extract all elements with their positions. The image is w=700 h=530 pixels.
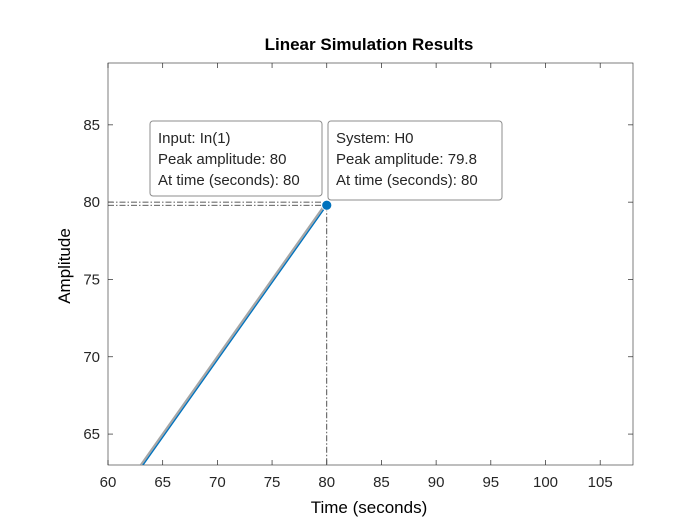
x-tick-label-6: 90 bbox=[428, 474, 445, 491]
y-tick-label-2: 75 bbox=[83, 271, 100, 288]
x-tick-label-0: 60 bbox=[100, 474, 117, 491]
x-tick-label-2: 70 bbox=[209, 474, 226, 491]
peak-marker bbox=[321, 199, 333, 211]
datatip-system-box bbox=[327, 120, 503, 201]
series-line-in1 bbox=[139, 201, 328, 465]
y-tick-label-1: 70 bbox=[83, 349, 100, 366]
y-tick-label-3: 80 bbox=[83, 194, 100, 211]
x-tick-label-8: 100 bbox=[533, 474, 558, 491]
x-tick-label-5: 85 bbox=[373, 474, 390, 491]
plot-content bbox=[139, 201, 328, 465]
y-tick-label-4: 85 bbox=[83, 117, 100, 134]
datatip-system-line-2: At time (seconds): 80 bbox=[336, 172, 478, 189]
axis-ticks: 60 65 70 75 80 85 90 95 100 105 65 70 75 80 85 bbox=[83, 63, 633, 491]
datatip-system-line-1: Peak amplitude: 79.8 bbox=[336, 151, 477, 168]
datatip-system-line-0: System: H0 bbox=[336, 130, 414, 147]
datatips: Input: In(1) Peak amplitude: 80 At time (s… bbox=[149, 120, 503, 211]
x-tick-label-4: 80 bbox=[318, 474, 335, 491]
datatip-input: Input: In(1) Peak amplitude: 80 At time (s… bbox=[149, 120, 323, 197]
x-tick-label-1: 65 bbox=[154, 474, 171, 491]
datatip-input-box bbox=[149, 120, 323, 197]
datatip-input-line-0: Input: In(1) bbox=[158, 130, 231, 147]
y-axis-label: Amplitude bbox=[55, 228, 74, 304]
datatip-input-line-1: Peak amplitude: 80 bbox=[158, 151, 286, 168]
x-tick-label-9: 105 bbox=[588, 474, 613, 491]
datatip-input-line-2: At time (seconds): 80 bbox=[158, 172, 300, 189]
y-tick-label-0: 65 bbox=[83, 426, 100, 443]
x-axis-label: Time (seconds) bbox=[311, 498, 428, 517]
chart-title: Linear Simulation Results bbox=[265, 35, 474, 54]
x-tick-label-7: 95 bbox=[482, 474, 499, 491]
datatip-system: System: H0 Peak amplitude: 79.8 At time (s… bbox=[327, 120, 503, 201]
x-tick-label-3: 75 bbox=[264, 474, 281, 491]
series-line-h0 bbox=[142, 204, 328, 465]
